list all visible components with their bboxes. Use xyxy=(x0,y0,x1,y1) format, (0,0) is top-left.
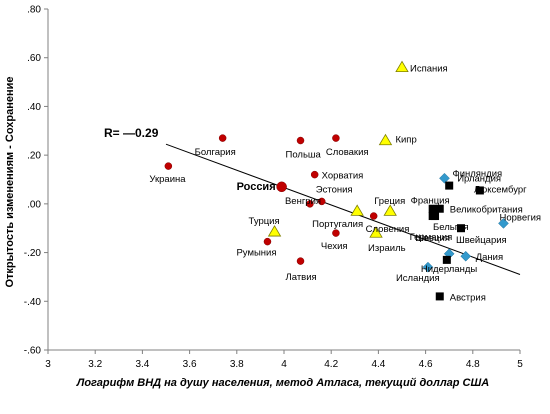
x-tick-label: 5 xyxy=(517,359,523,370)
marker-7-circle xyxy=(310,170,319,179)
x-tick-label: 3 xyxy=(45,359,51,370)
y-tick-labels: .80 .60 .40 .20 .00 -.20 -.40 -.60 xyxy=(24,5,42,357)
marker-21-square xyxy=(475,186,484,195)
marker-30-square xyxy=(442,255,451,264)
trendline-layer xyxy=(165,143,521,275)
point-label: Дания xyxy=(476,252,503,263)
marker-9-circle xyxy=(318,197,326,206)
point-label: Болгария xyxy=(195,147,236,158)
point-label: Турция xyxy=(249,216,280,227)
x-tick-label: 3.4 xyxy=(135,359,149,370)
marker-20-square xyxy=(445,181,454,190)
y-tick-label: .00 xyxy=(27,199,41,210)
point-label: Россия xyxy=(237,181,276,193)
point-label: Хорватия xyxy=(322,171,364,182)
point-label: Греция xyxy=(374,196,405,207)
x-tick-label: 4 xyxy=(281,359,287,370)
markers-layer xyxy=(164,60,509,301)
marker-5-circle xyxy=(332,134,340,142)
x-axis-title: Логарифм ВНД на душу населения, метод Ат… xyxy=(76,377,489,389)
marker-4-circle xyxy=(296,136,305,145)
marker-19-diamond xyxy=(439,172,450,184)
point-label: Люксембург xyxy=(474,184,527,195)
marker-18-circle xyxy=(296,257,305,265)
marker-11-triangle xyxy=(350,204,364,216)
point-label: Польша xyxy=(286,150,322,161)
point-label: Испания xyxy=(410,63,448,74)
point-label: Швеция xyxy=(415,233,450,244)
marker-31-diamond xyxy=(422,261,434,273)
y-axis-title: Открытость изменениям - Сохранение xyxy=(4,76,16,287)
point-label: Бельгия xyxy=(433,222,469,233)
point-label: Норвегия xyxy=(499,212,541,223)
x-tick-label: 3.8 xyxy=(230,359,244,370)
y-tick-label: .40 xyxy=(27,102,41,113)
y-tick-label: -.40 xyxy=(24,297,42,308)
point-label: Нидерланды xyxy=(421,264,478,275)
point-label: Чехия xyxy=(321,241,348,252)
point-label: Словакия xyxy=(326,147,369,158)
marker-16-triangle xyxy=(369,226,383,238)
marker-10-circle xyxy=(306,200,314,208)
point-label: Венгрия xyxy=(285,196,321,207)
y-tick-label: .80 xyxy=(27,5,41,16)
y-tick-label: -.20 xyxy=(24,248,42,259)
marker-25-square xyxy=(428,212,437,221)
y-tick-label: -.60 xyxy=(24,346,42,357)
axes xyxy=(44,8,521,354)
point-label: Кипр xyxy=(395,135,416,146)
x-tick-label: 3.6 xyxy=(183,359,197,370)
point-label: Португалия xyxy=(312,219,363,230)
point-label: Ирландия xyxy=(457,174,501,185)
point-label: Украина xyxy=(149,174,186,185)
y-tick-label: .20 xyxy=(27,151,41,162)
point-label: Швейцария xyxy=(456,235,507,246)
marker-12-circle xyxy=(369,212,378,220)
x-tick-label: 3.2 xyxy=(88,359,102,370)
marker-13-triangle xyxy=(383,204,397,216)
point-label: Словения xyxy=(366,224,410,235)
point-label: Израиль xyxy=(368,243,406,254)
point-label: Исландия xyxy=(396,273,440,284)
x-tick-labels: 3 3.2 3.4 3.6 3.8 4 4.2 4.4 4.6 4.8 5 xyxy=(45,359,523,370)
y-tick-label: .60 xyxy=(27,53,41,64)
marker-27-square xyxy=(457,224,465,233)
marker-29-diamond xyxy=(460,250,472,262)
marker-8-circle xyxy=(276,181,287,193)
marker-2-triangle xyxy=(378,133,393,146)
marker-3-circle xyxy=(218,134,227,142)
point-label: Великобритания xyxy=(450,205,523,216)
point-label: Румыния xyxy=(236,248,276,259)
x-tick-label: 4.6 xyxy=(419,359,433,370)
marker-15-circle xyxy=(332,229,340,237)
marker-32-square xyxy=(435,292,444,301)
point-label: Латвия xyxy=(286,272,317,283)
marker-1-triangle xyxy=(395,60,409,73)
correlation-annotation: R= —0.29 xyxy=(104,126,159,140)
x-tick-label: 4.8 xyxy=(466,359,480,370)
x-tick-label: 4.4 xyxy=(371,359,385,370)
point-label: Германия xyxy=(410,232,453,243)
point-label: Финляндия xyxy=(452,168,502,179)
point-label: Эстония xyxy=(316,184,353,195)
marker-6-circle xyxy=(164,162,173,170)
marker-22-square xyxy=(428,204,437,213)
point-label: Франция xyxy=(411,196,450,207)
marker-23-square xyxy=(435,204,444,213)
x-tick-label: 4.2 xyxy=(324,359,338,370)
marker-26-diamond xyxy=(498,217,509,229)
point-labels-layer: Испания Кипр Болгария Польша Словакия Украина… xyxy=(149,63,541,303)
point-label: Австрия xyxy=(450,292,486,303)
marker-17-circle xyxy=(263,237,272,246)
trendline xyxy=(165,143,521,275)
marker-14-triangle xyxy=(267,225,282,237)
